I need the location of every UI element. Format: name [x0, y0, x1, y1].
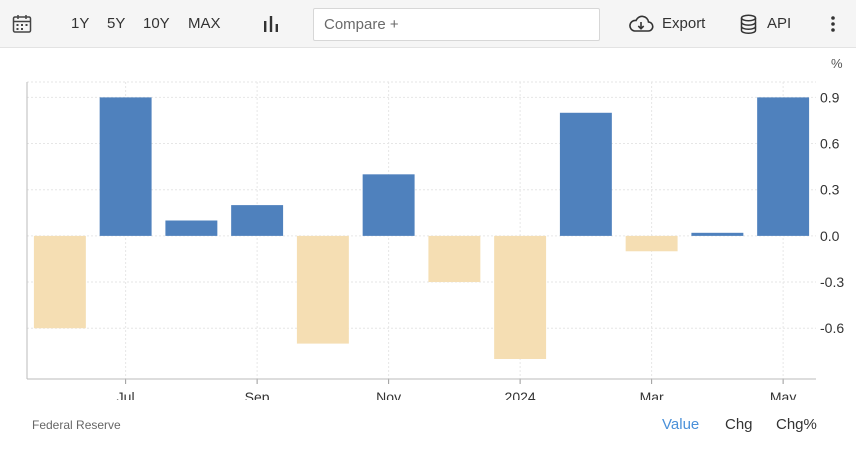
bar[interactable] [494, 235, 547, 359]
tab-value[interactable]: Value [662, 416, 700, 433]
bar[interactable] [231, 205, 284, 236]
y-tick-label: 0.3 [820, 182, 840, 198]
vertical-dots-icon[interactable] [829, 15, 837, 33]
y-tick-label: -0.3 [820, 274, 844, 290]
bar[interactable] [625, 235, 678, 252]
bar[interactable] [362, 174, 415, 236]
x-tick-label: Jul [117, 389, 135, 400]
chart-toolbar: 1Y 5Y 10Y MAX Export API [0, 0, 856, 48]
x-tick-label: Nov [376, 389, 401, 400]
y-tick-label: 0.6 [820, 136, 840, 152]
bar[interactable] [33, 235, 86, 329]
unit-label: % [831, 56, 843, 71]
y-tick-label: 0.0 [820, 228, 840, 244]
tab-chg-percent[interactable]: Chg% [776, 416, 817, 433]
x-tick-label: Sep [245, 389, 270, 400]
bar-chart: 0.9 0.6 0.3 0.0 -0.3 -0.6 Jul Sep Nov 2024 Mar May% [26, 56, 844, 400]
bar[interactable] [691, 232, 744, 236]
range-10y-button[interactable]: 10Y [143, 15, 170, 32]
bar[interactable] [559, 112, 612, 236]
calendar-icon[interactable] [12, 14, 32, 34]
bar[interactable] [757, 97, 810, 236]
tab-chg[interactable]: Chg [725, 416, 753, 433]
x-tick-label: Mar [640, 389, 664, 400]
x-tick-label: May [770, 389, 796, 400]
source-label: Federal Reserve [32, 418, 121, 432]
export-button[interactable]: Export [662, 15, 706, 32]
bar[interactable] [99, 97, 152, 236]
bar[interactable] [296, 235, 349, 344]
cloud-download-icon[interactable] [628, 14, 654, 34]
bars [33, 97, 810, 359]
bar[interactable] [428, 235, 481, 283]
range-max-button[interactable]: MAX [188, 15, 221, 32]
bar[interactable] [165, 220, 218, 236]
database-icon[interactable] [740, 14, 757, 35]
range-5y-button[interactable]: 5Y [107, 15, 126, 32]
axes: 0.9 0.6 0.3 0.0 -0.3 -0.6 Jul Sep Nov 2024 Mar May% [26, 56, 844, 400]
x-tick-label: 2024 [505, 389, 536, 400]
range-1y-button[interactable]: 1Y [71, 15, 90, 32]
bar-chart-icon[interactable] [262, 15, 280, 33]
compare-input[interactable] [313, 8, 600, 41]
api-button[interactable]: API [767, 15, 792, 32]
y-tick-label: 0.9 [820, 89, 840, 105]
y-tick-label: -0.6 [820, 320, 844, 336]
